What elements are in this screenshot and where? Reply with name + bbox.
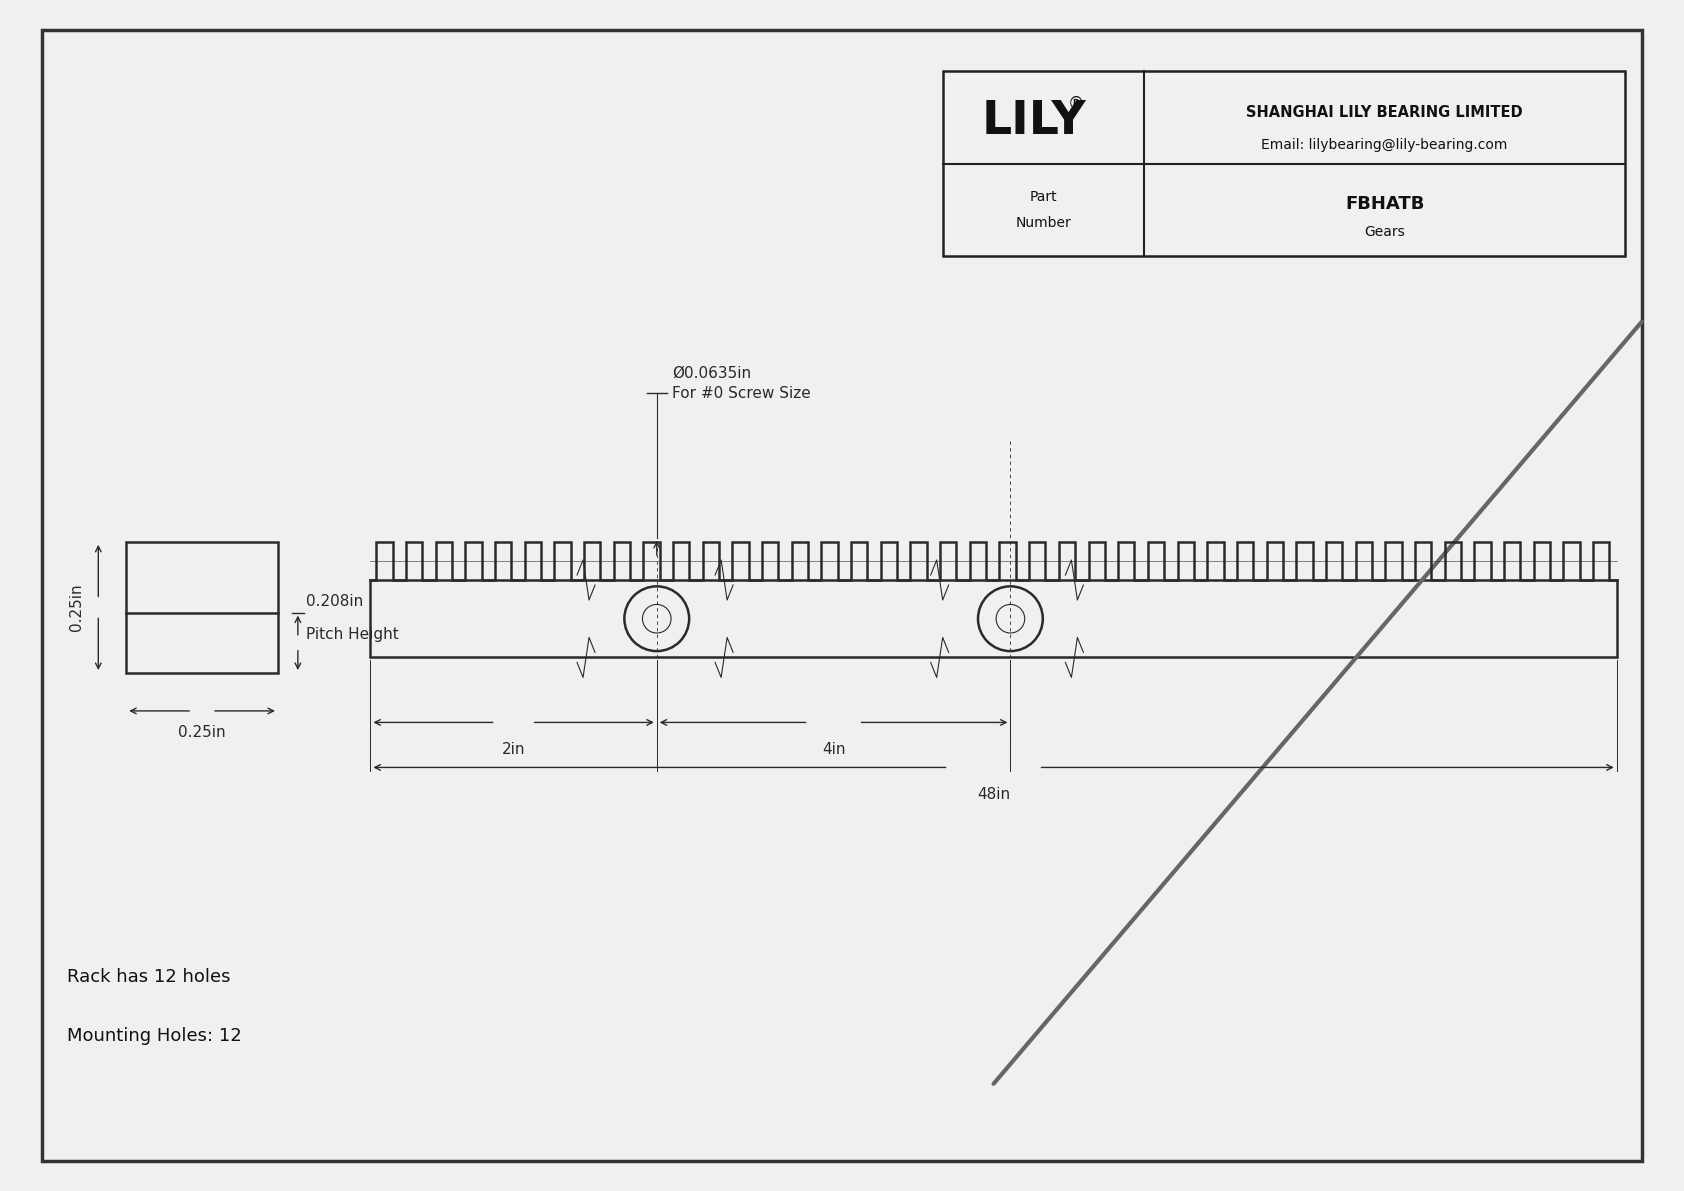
Text: SHANGHAI LILY BEARING LIMITED: SHANGHAI LILY BEARING LIMITED — [1246, 105, 1522, 119]
Text: For #0 Screw Size: For #0 Screw Size — [672, 386, 810, 400]
Text: 48in: 48in — [977, 787, 1010, 803]
Text: 0.208in: 0.208in — [306, 593, 364, 609]
Text: 4in: 4in — [822, 742, 845, 757]
Text: 2in: 2in — [502, 742, 525, 757]
Text: Pitch Height: Pitch Height — [306, 626, 399, 642]
Bar — [943, 71, 1625, 256]
Text: 0.25in: 0.25in — [69, 584, 84, 631]
Text: LILY: LILY — [982, 99, 1086, 144]
Text: Email: lilybearing@lily-bearing.com: Email: lilybearing@lily-bearing.com — [1261, 138, 1507, 152]
Text: Ø0.0635in: Ø0.0635in — [672, 366, 751, 381]
Text: ®: ® — [1068, 94, 1084, 112]
Bar — [370, 580, 1617, 657]
Text: Rack has 12 holes: Rack has 12 holes — [67, 967, 231, 986]
Bar — [126, 542, 278, 673]
Text: 0.25in: 0.25in — [179, 725, 226, 741]
Text: FBHATB: FBHATB — [1346, 195, 1425, 213]
Text: Part: Part — [1031, 191, 1058, 204]
Text: Mounting Holes: 12: Mounting Holes: 12 — [67, 1027, 242, 1046]
Text: Number: Number — [1015, 216, 1071, 230]
Text: Gears: Gears — [1364, 225, 1404, 239]
